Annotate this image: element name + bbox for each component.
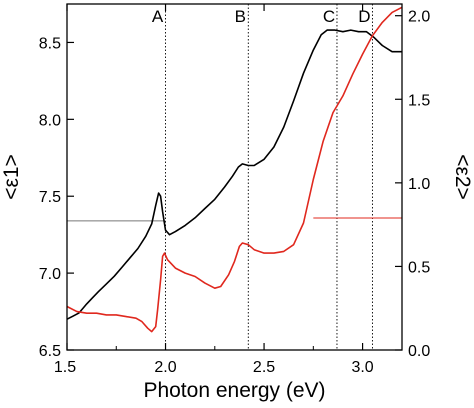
x-tick-label: 2.5 [253, 359, 275, 376]
ticks [66, 4, 402, 351]
series-group [66, 6, 403, 333]
axes-box [66, 3, 403, 351]
x-axis-title: Photon energy (eV) [143, 379, 325, 402]
marker-label-a: A [152, 7, 164, 26]
marker-label-b: B [235, 7, 246, 26]
x-tick-label: 2.0 [154, 359, 176, 376]
reference-lines [67, 217, 402, 222]
y-right-tick-label: 2.0 [408, 9, 430, 26]
y-axis-right-title: <ε2> [451, 154, 474, 200]
y-right-tick-label: 1.0 [408, 176, 430, 193]
marker-labels: A B C D [152, 7, 371, 26]
marker-label-d: D [358, 7, 370, 26]
plot-frame [66, 3, 403, 351]
tick-labels: 1.5 2.0 2.5 3.0 6.5 7.0 7.5 8.0 8.5 0.0 0.5 1.0 1.5 2… [39, 9, 431, 376]
marker-label-c: C [323, 7, 335, 26]
y-right-tick-label: 0.0 [408, 343, 430, 360]
x-tick-label: 1.5 [54, 359, 76, 376]
x-tick-label: 3.0 [351, 359, 373, 376]
y-left-tick-label: 7.0 [39, 266, 61, 283]
y-right-tick-label: 0.5 [408, 259, 430, 276]
y-left-tick-label: 8.0 [39, 112, 61, 129]
series-line-right [66, 6, 403, 333]
y-axis-left-title: <ε1> [0, 154, 23, 200]
y-right-tick-label: 1.5 [408, 92, 430, 109]
y-left-tick-label: 7.5 [39, 189, 61, 206]
marker-lines [165, 4, 373, 350]
y-left-tick-label: 6.5 [39, 343, 61, 360]
series-line-left [66, 29, 402, 320]
y-left-tick-label: 8.5 [39, 35, 61, 52]
